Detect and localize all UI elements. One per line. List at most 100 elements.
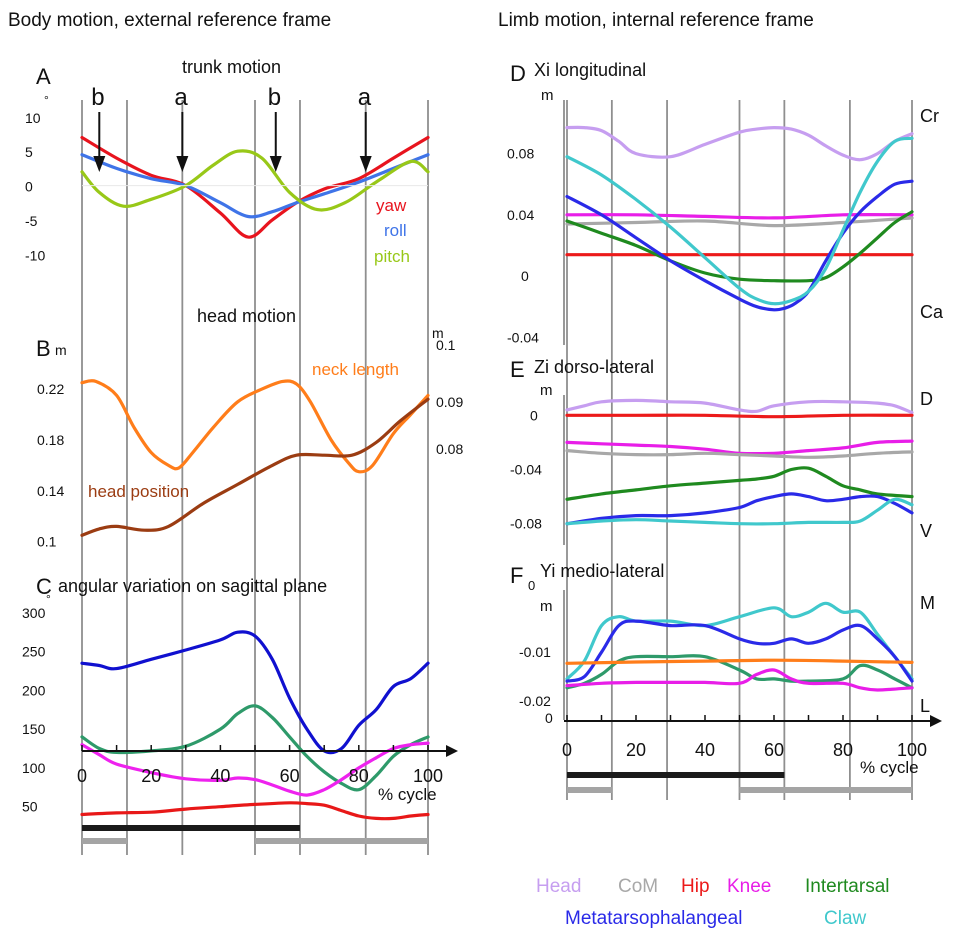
series-e-intertarsal <box>565 466 914 501</box>
panel-f-title: Yi medio-lateral <box>540 561 664 581</box>
right-stance-dark-bar <box>567 772 785 778</box>
left-x-ticklabel: 80 <box>349 766 369 786</box>
panel-c-ytick: 100 <box>22 760 46 776</box>
panel-e-unit: m <box>540 382 553 399</box>
panel-a-arrow-label: a <box>358 84 372 111</box>
panel-f-sub: 0 <box>528 578 535 593</box>
panel-f-bottom: L <box>920 696 930 716</box>
right-x-ticklabel: 60 <box>764 740 784 760</box>
panel-a-legend-roll: roll <box>384 221 407 240</box>
panel-b-y2unit: m <box>432 325 444 341</box>
panel-e-bottom: V <box>920 521 932 541</box>
left-stance-light-bar <box>82 838 127 844</box>
right-x-ticklabel: 100 <box>897 740 927 760</box>
panel-b-ytick: 0.14 <box>37 483 64 499</box>
series-e-metatarsophalangeal <box>565 492 914 526</box>
series-c-c-mag <box>80 741 430 797</box>
right-x-ticklabel: 40 <box>695 740 715 760</box>
series-b-neck-length <box>80 379 430 474</box>
panel-b-y2tick: 0.08 <box>436 441 463 457</box>
panel-a-unit: ° <box>44 93 49 107</box>
panel-e-top: D <box>920 389 933 409</box>
panel-a-arrow-head <box>269 156 282 172</box>
right-x-axis-arrow <box>930 715 942 727</box>
panel-f-unit: m <box>540 598 553 615</box>
panel-a-legend-pitch: pitch <box>374 247 410 266</box>
series-a-roll <box>80 153 430 219</box>
left-stance-light-bar <box>255 838 428 844</box>
panel-a-label: A <box>36 64 51 89</box>
left-x-axis-arrow <box>446 745 458 757</box>
panel-e-title: Zi dorso-lateral <box>534 357 654 377</box>
series-e-com <box>565 449 914 459</box>
panel-d-ytick: -0.04 <box>507 329 539 345</box>
legend-claw: Claw <box>824 908 867 929</box>
panel-c-ytick: 150 <box>22 721 46 737</box>
panel-b-ytick: 0.22 <box>37 381 64 397</box>
panel-e-ytick: 0 <box>530 407 538 423</box>
panel-a-arrow-head <box>359 156 372 172</box>
panel-d-ytick: 0.04 <box>507 207 534 223</box>
panel-c-ytick: 250 <box>22 644 46 660</box>
series-f-metatarsophalangeal <box>565 619 914 683</box>
panel-a-legend-yaw: yaw <box>376 196 407 215</box>
series-d-head <box>565 125 914 162</box>
panel-a-arrow-head <box>176 156 189 172</box>
series-f-knee <box>565 668 914 692</box>
panel-d-top: Cr <box>920 106 939 126</box>
left-x-ticklabel: 40 <box>210 766 230 786</box>
panel-d-title: Xi longitudinal <box>534 60 646 80</box>
panel-a-ytick: 10 <box>25 110 41 126</box>
panel-b-y2tick: 0.09 <box>436 394 463 410</box>
panel-a-ytick: 0 <box>25 179 33 195</box>
panel-c-ytick: 200 <box>22 682 46 698</box>
right-header: Limb motion, internal reference frame <box>498 10 814 31</box>
right-stance-light-bar <box>567 787 612 793</box>
panel-c-title: angular variation on sagittal plane <box>58 576 327 596</box>
left-stance-dark-bar <box>82 825 300 831</box>
panel-b-label-headpos: head position <box>88 482 189 501</box>
panel-a-arrow-head <box>93 156 106 172</box>
right-x-ticklabel: 80 <box>833 740 853 760</box>
legend-hip: Hip <box>681 876 710 897</box>
panel-d-bottom: Ca <box>920 302 944 322</box>
series-e-hip <box>565 413 914 419</box>
left-x-ticklabel: 0 <box>77 766 87 786</box>
series-c-c-red <box>80 801 430 821</box>
panel-e-ytick: -0.04 <box>510 462 542 478</box>
panel-a-arrow-label: b <box>268 84 281 111</box>
panel-c-label: C <box>36 574 52 599</box>
left-x-ticklabel: 20 <box>141 766 161 786</box>
panel-f-ytick: -0.02 <box>519 693 551 709</box>
panel-b-ytick: 0.1 <box>37 534 57 550</box>
series-f-claw <box>565 601 914 681</box>
panel-a-arrow-label: a <box>174 84 188 111</box>
panel-c-ytick: 300 <box>22 605 46 621</box>
panel-b-y2tick: 0.1 <box>436 337 456 353</box>
series-a-pitch <box>80 149 430 212</box>
panel-c-unit: ° <box>46 592 51 606</box>
series-d-intertarsal <box>565 210 914 283</box>
panel-d-ytick: 0.08 <box>507 146 534 162</box>
panel-f-origin: 0 <box>545 710 553 726</box>
panel-e-ytick: -0.08 <box>510 516 542 532</box>
legend-knee: Knee <box>727 876 772 897</box>
panel-b-label: B <box>36 336 51 361</box>
series-f-hip <box>565 658 914 665</box>
panel-a-arrow-label: b <box>91 84 104 111</box>
panel-d-label: D <box>510 61 526 86</box>
series-d-metatarsophalangeal <box>565 179 914 312</box>
right-x-unit: % cycle <box>860 758 919 777</box>
panel-b-title: head motion <box>197 306 296 326</box>
panel-b-unit: m <box>55 342 67 358</box>
panel-f-label: F <box>510 563 523 588</box>
series-a-yaw <box>80 135 430 239</box>
panel-f-top: M <box>920 593 935 613</box>
panel-b-label-neck: neck length <box>312 360 399 379</box>
legend-metatarsophalangeal: Metatarsophalangeal <box>565 908 743 929</box>
left-x-ticklabel: 100 <box>413 766 443 786</box>
legend-com: CoM <box>618 876 659 897</box>
left-x-ticklabel: 60 <box>280 766 300 786</box>
panel-f-ytick: -0.01 <box>519 644 551 660</box>
